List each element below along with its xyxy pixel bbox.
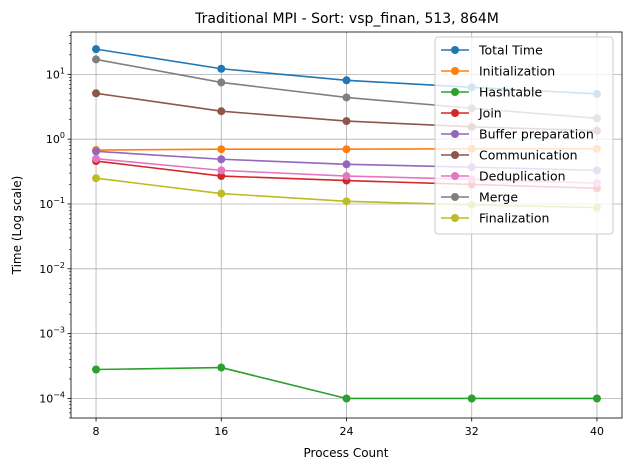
data-point <box>217 155 226 164</box>
legend-label: Total Time <box>478 43 543 58</box>
legend-label: Deduplication <box>479 169 566 184</box>
legend-swatch-marker <box>451 109 459 117</box>
legend-swatch-marker <box>451 193 459 201</box>
x-tick-label: 32 <box>465 425 479 438</box>
data-point <box>342 172 351 181</box>
y-tick-label: 101 <box>46 66 65 81</box>
legend-swatch-marker <box>451 88 459 96</box>
data-point <box>217 172 226 181</box>
legend-swatch-marker <box>451 67 459 75</box>
data-point <box>92 55 101 64</box>
data-point <box>342 160 351 169</box>
legend-label: Join <box>478 106 502 121</box>
data-point <box>217 166 226 175</box>
legend-label: Hashtable <box>479 85 542 100</box>
x-tick-label: 24 <box>340 425 354 438</box>
legend-swatch-marker <box>451 172 459 180</box>
data-point <box>342 76 351 85</box>
y-axis-label: Time (Log scale) <box>10 176 24 276</box>
data-point <box>342 93 351 102</box>
data-point <box>467 394 476 403</box>
axis-ticks: 8 16 24 32 40 10−4 10−3 10−2 10−1 100 101 <box>39 35 604 438</box>
data-point <box>217 363 226 372</box>
legend-swatch-marker <box>451 46 459 54</box>
legend-label: Buffer preparation <box>479 127 594 142</box>
y-tick-label: 10−3 <box>39 326 65 341</box>
x-tick-label: 16 <box>214 425 228 438</box>
data-point <box>342 145 351 154</box>
data-point <box>217 107 226 116</box>
data-point <box>92 174 101 183</box>
legend-swatch-marker <box>451 214 459 222</box>
data-point <box>217 64 226 73</box>
data-point <box>92 365 101 374</box>
y-tick-label: 10−1 <box>39 196 65 211</box>
data-point <box>217 78 226 87</box>
legend-box <box>434 36 614 235</box>
legend-label: Communication <box>479 148 578 163</box>
legend-swatch-marker <box>451 130 459 138</box>
y-tick-label: 10−2 <box>39 261 65 276</box>
y-tick-label: 10−4 <box>39 390 65 405</box>
data-point <box>342 117 351 126</box>
data-point <box>217 145 226 154</box>
data-point <box>342 197 351 206</box>
legend-label: Finalization <box>479 211 549 226</box>
chart-title: Traditional MPI - Sort: vsp_finan, 513, … <box>194 11 499 27</box>
legend: Total Time Initialization Hashtable Join Buf… <box>434 36 614 235</box>
data-point <box>92 45 101 54</box>
data-point <box>592 394 601 403</box>
x-tick-label: 8 <box>93 425 100 438</box>
data-point <box>92 89 101 98</box>
data-point <box>92 147 101 156</box>
data-point <box>92 154 101 163</box>
legend-label: Merge <box>479 190 518 205</box>
data-point <box>217 189 226 198</box>
legend-label: Initialization <box>479 64 555 79</box>
x-axis-label: Process Count <box>304 446 389 460</box>
y-tick-label: 100 <box>46 131 65 146</box>
legend-swatch-marker <box>451 151 459 159</box>
x-tick-label: 40 <box>590 425 604 438</box>
data-point <box>342 394 351 403</box>
plot-frame <box>70 31 623 419</box>
